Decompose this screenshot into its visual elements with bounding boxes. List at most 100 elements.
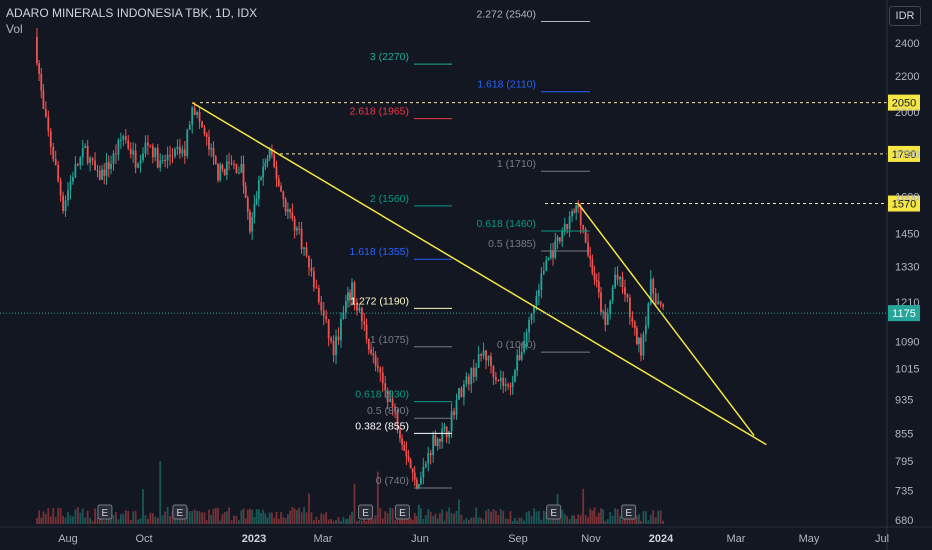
candle-body: [273, 155, 275, 167]
volume-bar: [439, 513, 441, 524]
volume-bar: [416, 516, 418, 524]
candle-body: [543, 271, 545, 274]
volume-bar: [412, 520, 414, 524]
volume-bar: [510, 511, 512, 524]
candle-body: [490, 356, 492, 366]
volume-bar: [325, 512, 327, 524]
volume-bar: [240, 510, 242, 524]
candle-body: [473, 368, 475, 377]
volume-bar: [368, 519, 370, 524]
candle-body: [269, 150, 271, 159]
volume-bar: [231, 520, 233, 524]
time-tick-label: 2023: [242, 533, 266, 545]
volume-bar: [222, 514, 224, 524]
volume-bar: [540, 520, 542, 524]
candle-body: [480, 354, 482, 356]
volume-bar: [194, 510, 196, 524]
candle-body: [320, 302, 322, 310]
candle-body: [52, 147, 54, 159]
candle-body: [135, 150, 137, 167]
volume-bar: [87, 511, 89, 524]
candle-body: [500, 378, 502, 381]
candle-body: [361, 308, 363, 321]
candle-body: [251, 217, 253, 232]
volume-bar: [113, 515, 115, 524]
candle-body: [256, 199, 258, 204]
candle-body: [179, 147, 181, 154]
candle-body: [264, 163, 266, 167]
fib-level-label: 0.618 (1460): [476, 218, 536, 230]
volume-bar: [468, 520, 470, 524]
candle-body: [191, 108, 193, 125]
volume-bar: [640, 521, 642, 524]
candle-body: [612, 287, 614, 301]
candle-body: [79, 157, 81, 165]
candle-body: [617, 275, 619, 280]
candle-body: [333, 341, 335, 355]
volume-bar: [273, 518, 275, 524]
candle-body: [582, 225, 584, 229]
volume-bar: [328, 519, 330, 524]
volume-bar: [382, 518, 384, 524]
currency-button[interactable]: IDR: [889, 6, 921, 26]
candle-body: [87, 146, 89, 163]
candle-body: [47, 117, 49, 132]
price-tick-label: 1450: [895, 229, 919, 241]
candle-body: [62, 196, 64, 212]
candle-body: [172, 156, 174, 157]
volume-bar: [456, 511, 458, 524]
candle-body: [108, 162, 110, 169]
price-tick-label: 1330: [895, 261, 919, 273]
candlesticks: [36, 28, 664, 489]
volume-bar: [289, 511, 291, 524]
candle-body: [629, 298, 631, 318]
candle-body: [82, 148, 84, 157]
volume-bar: [251, 510, 253, 524]
candle-body: [401, 439, 403, 445]
volume-bar: [267, 518, 269, 524]
candle-body: [403, 445, 405, 451]
time-tick-label: Oct: [135, 533, 152, 545]
volume-bar: [564, 514, 566, 524]
candle-body: [147, 143, 149, 146]
candle-body: [502, 378, 504, 386]
volume-bar: [619, 516, 621, 524]
candle-body: [162, 160, 164, 161]
candle-body: [38, 63, 40, 74]
candle-body: [226, 162, 228, 175]
candle-body: [174, 149, 176, 156]
candle-body: [598, 282, 600, 293]
volume-bar: [609, 512, 611, 524]
candle-body: [89, 158, 91, 163]
candle-body: [655, 294, 657, 305]
volume-bar: [594, 507, 596, 524]
volume-bar: [575, 519, 577, 524]
candle-body: [201, 122, 203, 128]
candle-body: [194, 108, 196, 115]
candle-body: [106, 162, 108, 176]
volume-bar: [602, 510, 604, 524]
candle-body: [120, 140, 122, 141]
volume-bar: [394, 520, 396, 524]
volume-bar: [354, 484, 356, 524]
volume-bar: [79, 513, 81, 524]
volume-bar: [617, 509, 619, 524]
candle-body: [418, 484, 420, 488]
volume-bar: [521, 518, 523, 524]
candle-body: [548, 258, 550, 260]
volume-bar: [514, 518, 516, 524]
volume-bar: [652, 510, 654, 524]
candle-body: [43, 90, 45, 108]
volume-bar: [343, 517, 345, 524]
volume-bar: [493, 509, 495, 524]
candle-body: [245, 186, 247, 198]
candle-body: [154, 148, 156, 157]
volume-bar: [410, 518, 412, 524]
fib-level-label: 0.618 (930): [355, 389, 409, 401]
price-levels: 205017901570: [200, 95, 920, 212]
volume-bar: [596, 517, 598, 524]
candle-body: [458, 388, 460, 399]
time-tick-label: Aug: [58, 533, 78, 545]
